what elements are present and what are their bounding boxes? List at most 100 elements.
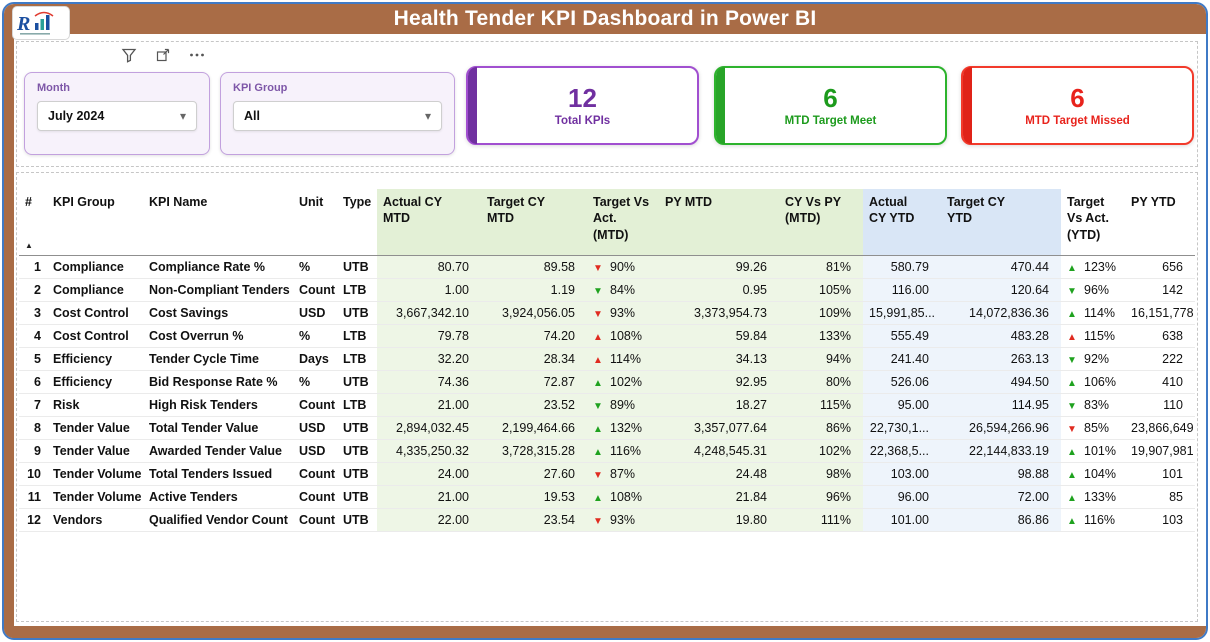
arrow-up-icon: ▲ [1067,446,1077,458]
table-cell: High Risk Tenders [143,393,293,417]
arrow-down-icon: ▼ [593,515,603,527]
kpi-group-dropdown-value: All [244,109,260,123]
table-row[interactable]: 1 Compliance Compliance Rate %% UTB 80.70 89.… [19,255,1195,279]
card-accent-bar [963,67,972,144]
table-cell: ▼ 92% [1061,347,1125,371]
table-cell: Tender Volume [47,485,143,509]
table-cell: 263.13 [941,347,1061,371]
table-cell: 19,907,981 [1125,439,1195,463]
table-cell: ▲ 116% [1061,508,1125,532]
table-cell: 19.80 [659,508,779,532]
table-cell: 80% [779,370,863,394]
table-cell: 0.95 [659,278,779,302]
table-cell: Tender Value [47,416,143,440]
column-header[interactable]: Unit [293,189,337,256]
column-header[interactable]: Target Vs Act. (YTD) [1061,189,1125,256]
arrow-up-icon: ▲ [1067,469,1077,481]
table-cell: 1.00 [377,278,481,302]
table-row[interactable]: 3 Cost Control Cost Savings USD UTB 3,667,342… [19,301,1195,325]
arrow-down-icon: ▼ [1067,354,1077,366]
table-cell: Compliance Rate % [143,255,293,279]
table-cell: % [293,324,337,348]
table-cell: ▲ 106% [1061,370,1125,394]
table-cell: USD [293,439,337,463]
page-title: Health Tender KPI Dashboard in Power BI [393,7,817,30]
arrow-down-icon: ▼ [1067,285,1077,297]
table-cell: LTB [337,393,377,417]
arrow-up-icon: ▲ [1067,331,1077,343]
column-header[interactable]: # ▲ [19,189,47,256]
table-row[interactable]: 8 Tender Value Total Tender Value USD UTB 2,8… [19,416,1195,440]
table-cell: 103.00 [863,462,941,486]
table-cell: 19.53 [481,485,587,509]
month-dropdown[interactable]: July 2024 ▾ [37,101,197,131]
table-cell: ▲ 114% [1061,301,1125,325]
table-cell: 21.00 [377,393,481,417]
table-cell: 23.52 [481,393,587,417]
table-cell: Active Tenders [143,485,293,509]
column-header[interactable]: Target Vs Act. (MTD) [587,189,659,256]
mtd-target-missed-label: MTD Target Missed [1025,114,1130,127]
table-cell: 1.19 [481,278,587,302]
table-cell: 59.84 [659,324,779,348]
arrow-down-icon: ▼ [1067,423,1077,435]
table-cell: 98% [779,462,863,486]
table-row[interactable]: 5 Efficiency Tender Cycle Time Days LTB 32.20… [19,347,1195,371]
table-cell: 5 [19,347,47,371]
column-header[interactable]: KPI Group [47,189,143,256]
table-row[interactable]: 9 Tender Value Awarded Tender Value USD UTB 4… [19,439,1195,463]
table-cell: 109% [779,301,863,325]
table-cell: ▼ 93% [587,508,659,532]
more-options-icon[interactable] [188,46,206,64]
table-row[interactable]: 11 Tender Volume Active Tenders Count UTB 21.… [19,485,1195,509]
table-cell: 96.00 [863,485,941,509]
table-cell: UTB [337,485,377,509]
left-accent-strip [4,32,14,638]
sort-ascending-icon: ▲ [25,241,33,251]
visual-header-toolbar [120,46,206,64]
column-header[interactable]: Actual CY YTD [863,189,941,256]
kpi-table-section: # ▲ KPI Group KPI Name Unit Type Actual CY MTD T… [16,172,1198,622]
total-kpis-card: 12 Total KPIs [466,66,699,145]
table-cell: 85 [1125,485,1195,509]
table-cell: Tender Value [47,439,143,463]
column-header[interactable]: Target CY MTD [481,189,587,256]
column-header[interactable]: PY MTD [659,189,779,256]
table-cell: 3,373,954.73 [659,301,779,325]
table-cell: ▲ 102% [587,370,659,394]
table-cell: UTB [337,508,377,532]
table-cell: ▲ 104% [1061,462,1125,486]
column-header[interactable]: CY Vs PY (MTD) [779,189,863,256]
table-cell: 241.40 [863,347,941,371]
column-header[interactable]: Type [337,189,377,256]
table-cell: Total Tenders Issued [143,462,293,486]
table-row[interactable]: 6 Efficiency Bid Response Rate %% UTB 74.36 7… [19,370,1195,394]
arrow-up-icon: ▲ [1067,308,1077,320]
arrow-up-icon: ▲ [1067,377,1077,389]
table-cell: ▼ 93% [587,301,659,325]
company-logo: R [12,6,70,40]
column-header[interactable]: PY YTD [1125,189,1195,256]
kpi-group-dropdown[interactable]: All ▾ [233,101,442,131]
table-row[interactable]: 10 Tender Volume Total Tenders Issued Count… [19,462,1195,486]
table-cell: 3,728,315.28 [481,439,587,463]
table-row[interactable]: 4 Cost Control Cost Overrun %% LTB 79.78 74.2… [19,324,1195,348]
table-row[interactable]: 12 Vendors Qualified Vendor Count Count UTB 2… [19,508,1195,532]
table-cell: Tender Cycle Time [143,347,293,371]
table-cell: ▲ 108% [587,485,659,509]
table-cell: Total Tender Value [143,416,293,440]
table-cell: ▼ 85% [1061,416,1125,440]
filter-icon[interactable] [120,46,138,64]
table-row[interactable]: 7 Risk High Risk Tenders Count LTB 21.00 23.52… [19,393,1195,417]
focus-mode-icon[interactable] [154,46,172,64]
column-header[interactable]: Target CY YTD [941,189,1061,256]
table-cell: 9 [19,439,47,463]
table-row[interactable]: 2 Compliance Non-Compliant Tenders Count LTB… [19,278,1195,302]
table-cell: 103 [1125,508,1195,532]
column-header[interactable]: Actual CY MTD [377,189,481,256]
table-cell: 2,199,464.66 [481,416,587,440]
column-header[interactable]: KPI Name [143,189,293,256]
month-slicer-label: Month [37,82,70,94]
table-cell: 6 [19,370,47,394]
filters-section [16,41,1198,167]
